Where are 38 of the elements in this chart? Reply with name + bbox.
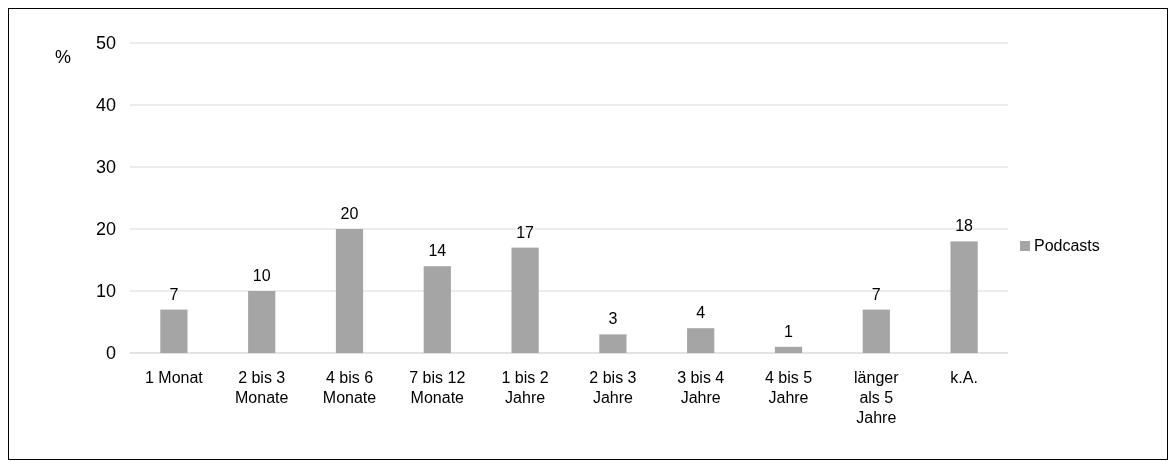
x-tick-label: 4 bis 6 Monate (322, 369, 377, 406)
y-tick-label: 40 (95, 95, 116, 116)
y-tick-label: 0 (105, 343, 116, 364)
y-axis-title: % (54, 47, 72, 67)
bar (862, 309, 890, 353)
bar (511, 247, 539, 353)
data-label: 10 (252, 267, 271, 284)
y-tick-label: 20 (95, 219, 116, 240)
y-tick-label: 10 (95, 281, 116, 302)
x-tick-label: 7 bis 12 Monate (409, 369, 466, 406)
x-tick-label: 1 Monat (144, 369, 204, 386)
bar (599, 334, 627, 353)
bar (248, 291, 276, 353)
x-tick-label: 3 bis 4 Jahre (677, 369, 725, 406)
x-tick-label: 2 bis 3 Jahre (589, 369, 637, 406)
bar (423, 266, 451, 353)
y-tick-label: 50 (95, 33, 116, 54)
data-label: 4 (696, 304, 706, 322)
bar (950, 241, 978, 353)
bar (687, 328, 715, 353)
data-label: 14 (428, 242, 447, 260)
x-tick-label: 1 bis 2 Jahre (501, 369, 549, 406)
data-label: 20 (340, 205, 359, 222)
data-label: 3 (608, 310, 618, 328)
data-label: 1 (784, 322, 794, 340)
x-tick-label: 4 bis 5 Jahre (764, 369, 813, 406)
data-label: 7 (871, 285, 881, 303)
y-tick-label: 30 (95, 157, 116, 178)
data-label: 17 (516, 223, 535, 241)
data-label: 18 (955, 217, 974, 235)
data-label: 7 (169, 285, 179, 303)
x-tick-label: k.A. (950, 369, 978, 386)
bar (335, 229, 364, 353)
x-tick-label: länger als 5 Jahre (854, 369, 900, 426)
legend-label: Podcasts (1034, 237, 1100, 254)
bar (160, 309, 188, 353)
bar (774, 346, 803, 353)
x-tick-label: 2 bis 3 Monate (235, 369, 289, 406)
